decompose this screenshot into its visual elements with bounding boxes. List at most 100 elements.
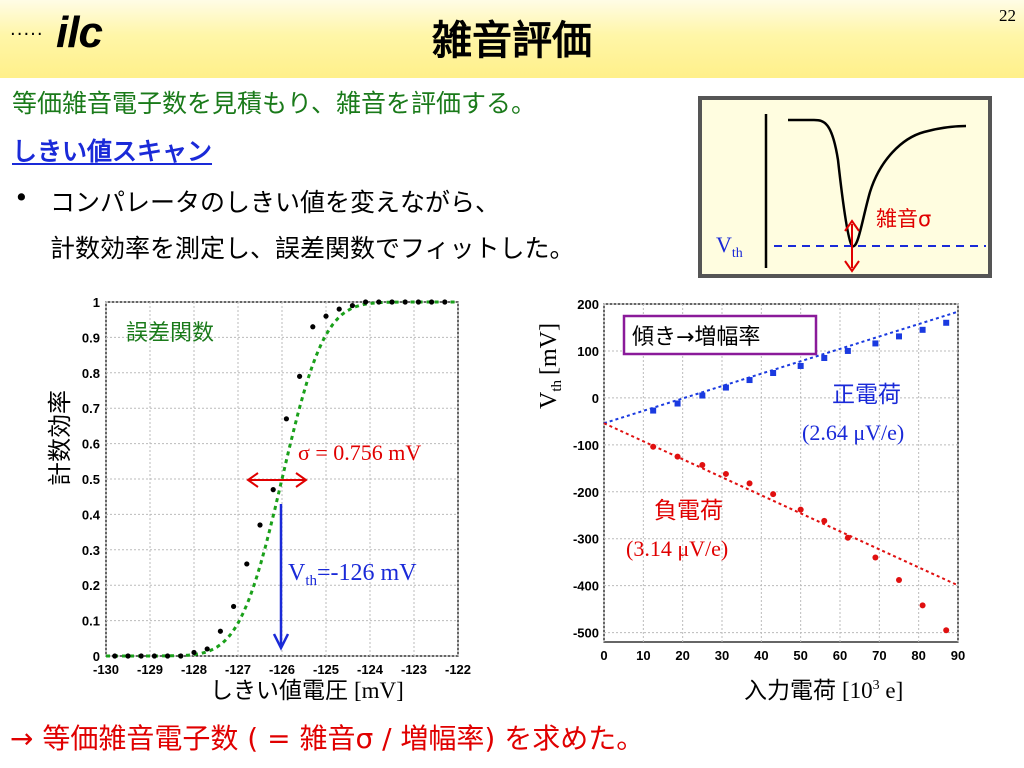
scurve-data-point: [389, 299, 395, 305]
scurve-x-tick-label: -128: [181, 662, 207, 677]
scurve-data-point: [257, 522, 263, 528]
scurve-y-tick-label: 0.1: [82, 614, 100, 629]
gain-x-tick-label: 0: [600, 648, 607, 663]
scurve-data-point: [165, 653, 171, 659]
vth-value-label: Vth=-126 mV: [288, 560, 417, 589]
section-heading: しきい値スキャン: [12, 137, 213, 166]
negative-data-point: [722, 470, 729, 477]
scurve-y-tick-label: 1: [93, 295, 100, 310]
noise-inset-diagram: Vth 雑音σ: [716, 114, 986, 273]
positive-data-point: [699, 392, 706, 399]
scurve-x-tick-label: -129: [137, 662, 163, 677]
scurve-data-point: [125, 653, 131, 659]
negative-data-point: [821, 517, 828, 524]
scurve-y-tick-label: 0: [93, 649, 100, 664]
scurve-y-tick-label: 0.3: [82, 543, 100, 558]
negative-data-point: [699, 462, 706, 469]
negative-charge-label: 負電荷: [654, 498, 723, 524]
negative-data-point: [770, 491, 777, 498]
scurve-data-point: [415, 299, 421, 305]
negative-data-point: [797, 506, 804, 513]
negative-data-point: [943, 627, 950, 634]
scurve-data-point: [244, 561, 250, 567]
noise-arrow-head-down: [844, 260, 860, 273]
positive-data-point: [722, 384, 729, 391]
scurve-data-point: [217, 628, 223, 634]
gain-y-tick-label: -400: [573, 579, 599, 594]
title-band: [0, 0, 1024, 78]
gain-y-tick-label: -200: [573, 485, 599, 500]
gain-x-ticks: 0 10 20 30 40 50 60 70 80 90: [600, 648, 965, 663]
intro-text: 等価雑音電子数を見積もり、雑音を評価する。: [12, 89, 537, 118]
inset-vth-label: Vth: [716, 232, 743, 261]
scurve-y-tick-label: 0.9: [82, 330, 100, 345]
scurve-chart: 00.10.20.30.40.50.60.70.80.91 -130 -129 -1…: [46, 295, 471, 704]
gain-y-tick-label: -100: [573, 438, 599, 453]
sigma-arrow-head-right: [295, 472, 308, 488]
positive-data-point: [797, 362, 804, 369]
positive-fit-line: [603, 310, 959, 425]
positive-data-point: [821, 354, 828, 361]
gain-data-points: [650, 319, 950, 634]
positive-data-point: [746, 377, 753, 384]
scurve-data-point: [297, 373, 303, 379]
scurve-y-axis-label: 計数効率: [46, 390, 74, 486]
sigma-arrow-head-left: [246, 472, 259, 488]
positive-data-point: [674, 400, 681, 407]
scurve-x-tick-label: -130: [93, 662, 119, 677]
scurve-data-point: [112, 653, 118, 659]
positive-data-point: [770, 370, 777, 377]
bullet-line-1: コンパレータのしきい値を変えながら、: [50, 188, 501, 217]
ilc-logo: ilc: [56, 8, 103, 57]
negative-data-point: [650, 443, 657, 450]
scurve-data-point: [231, 603, 237, 610]
scurve-data-point: [270, 487, 276, 493]
negative-data-point: [746, 480, 753, 487]
slope-note: 傾き→増幅率: [632, 325, 760, 350]
negative-data-point: [872, 554, 879, 561]
gain-x-tick-label: 90: [951, 648, 965, 663]
gain-y-tick-label: -300: [573, 532, 599, 547]
scurve-y-tick-label: 0.2: [82, 578, 100, 593]
scurve-data-point: [178, 653, 184, 659]
conclusion-text: → 等価雑音電子数 ( = 雑音σ / 増幅率) を求めた。: [10, 722, 645, 755]
noise-pulse-curve: [788, 118, 967, 248]
scurve-x-ticks: -130 -129 -128 -127 -126 -125 -124 -123 -122: [93, 662, 471, 677]
positive-data-point: [943, 319, 950, 326]
scurve-data-point: [138, 653, 144, 659]
positive-data-point: [896, 333, 902, 340]
scurve-y-tick-label: 0.4: [82, 507, 101, 522]
inset-noise-label: 雑音σ: [876, 207, 931, 231]
scurve-data-point: [376, 299, 382, 305]
gain-x-axis-label: 入力電荷 [103 e]: [744, 678, 903, 704]
sigma-label: σ = 0.756 mV: [298, 440, 421, 465]
scurve-y-tick-label: 0.8: [82, 366, 100, 381]
scurve-x-tick-label: -123: [401, 662, 427, 677]
scurve-x-tick-label: -124: [357, 662, 384, 677]
scurve-x-tick-label: -127: [225, 662, 251, 677]
scurve-y-tick-label: 0.6: [82, 437, 100, 452]
positive-data-point: [919, 326, 926, 333]
scurve-data-point: [323, 313, 329, 319]
erf-fit-curve: [106, 300, 458, 658]
gain-x-tick-label: 30: [715, 648, 729, 663]
gain-x-tick-label: 50: [793, 648, 807, 663]
scurve-data-point: [429, 299, 435, 305]
negative-data-point: [896, 577, 902, 584]
page-number: 22: [999, 6, 1016, 25]
slide-title: 雑音評価: [432, 18, 592, 64]
scurve-data-point: [191, 649, 197, 656]
gain-x-tick-label: 60: [833, 648, 847, 663]
negative-data-point: [844, 534, 851, 541]
scurve-x-tick-label: -126: [269, 662, 295, 677]
scurve-data-point: [310, 324, 316, 330]
vth-arrow-head: [272, 633, 290, 651]
scurve-data-point: [151, 653, 157, 659]
noise-arrow-head-up: [844, 219, 860, 232]
scurve-data-point: [204, 646, 210, 652]
gain-y-ticks: 200 100 0 -100 -200 -300 -400 -500: [573, 297, 599, 641]
scurve-y-tick-label: 0.7: [82, 401, 100, 416]
logo-dots: ·····: [10, 24, 44, 45]
noise-inset: Vth 雑音σ: [698, 96, 992, 278]
negative-gain-label: (3.14 μV/e): [626, 536, 728, 561]
